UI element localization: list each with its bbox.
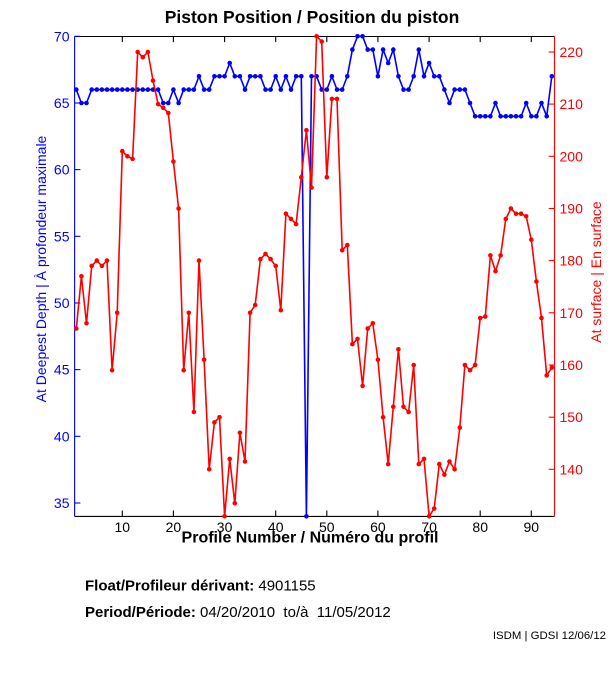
svg-text:150: 150 xyxy=(560,409,584,425)
svg-text:70: 70 xyxy=(54,28,70,44)
svg-text:At Deepest Depth | À profondeu: At Deepest Depth | À profondeur maximale xyxy=(33,135,49,402)
svg-text:60: 60 xyxy=(54,162,70,178)
svg-text:65: 65 xyxy=(54,95,70,111)
svg-text:Period/Période: 04/20/2010 to: Period/Période: 04/20/2010 to/à 11/05/20… xyxy=(85,604,391,621)
svg-text:190: 190 xyxy=(560,201,584,217)
svg-text:70: 70 xyxy=(421,519,437,535)
svg-text:180: 180 xyxy=(560,253,584,269)
svg-text:Piston Position / Position du: Piston Position / Position du piston xyxy=(165,7,460,27)
svg-text:160: 160 xyxy=(560,357,584,373)
svg-text:170: 170 xyxy=(560,305,584,321)
svg-text:ISDM | GDSI 12/06/12: ISDM | GDSI 12/06/12 xyxy=(493,630,606,642)
svg-text:45: 45 xyxy=(54,362,70,378)
svg-text:200: 200 xyxy=(560,148,584,164)
svg-text:20: 20 xyxy=(166,519,182,535)
svg-text:90: 90 xyxy=(524,519,540,535)
svg-text:At surface | En surface: At surface | En surface xyxy=(588,201,604,343)
svg-text:40: 40 xyxy=(268,519,284,535)
svg-text:30: 30 xyxy=(217,519,233,535)
svg-text:50: 50 xyxy=(319,519,335,535)
svg-text:35: 35 xyxy=(54,495,70,511)
svg-text:10: 10 xyxy=(115,519,131,535)
svg-text:220: 220 xyxy=(560,44,584,60)
svg-text:140: 140 xyxy=(560,461,584,477)
svg-text:50: 50 xyxy=(54,295,70,311)
svg-text:Float/Profileur dérivant: 4901: Float/Profileur dérivant: 4901155 xyxy=(85,578,316,595)
svg-text:60: 60 xyxy=(370,519,386,535)
svg-text:55: 55 xyxy=(54,228,70,244)
svg-text:210: 210 xyxy=(560,96,584,112)
svg-text:Profile Number / Numéro du pro: Profile Number / Numéro du profil xyxy=(182,530,439,547)
svg-text:80: 80 xyxy=(472,519,488,535)
svg-text:40: 40 xyxy=(54,428,70,444)
